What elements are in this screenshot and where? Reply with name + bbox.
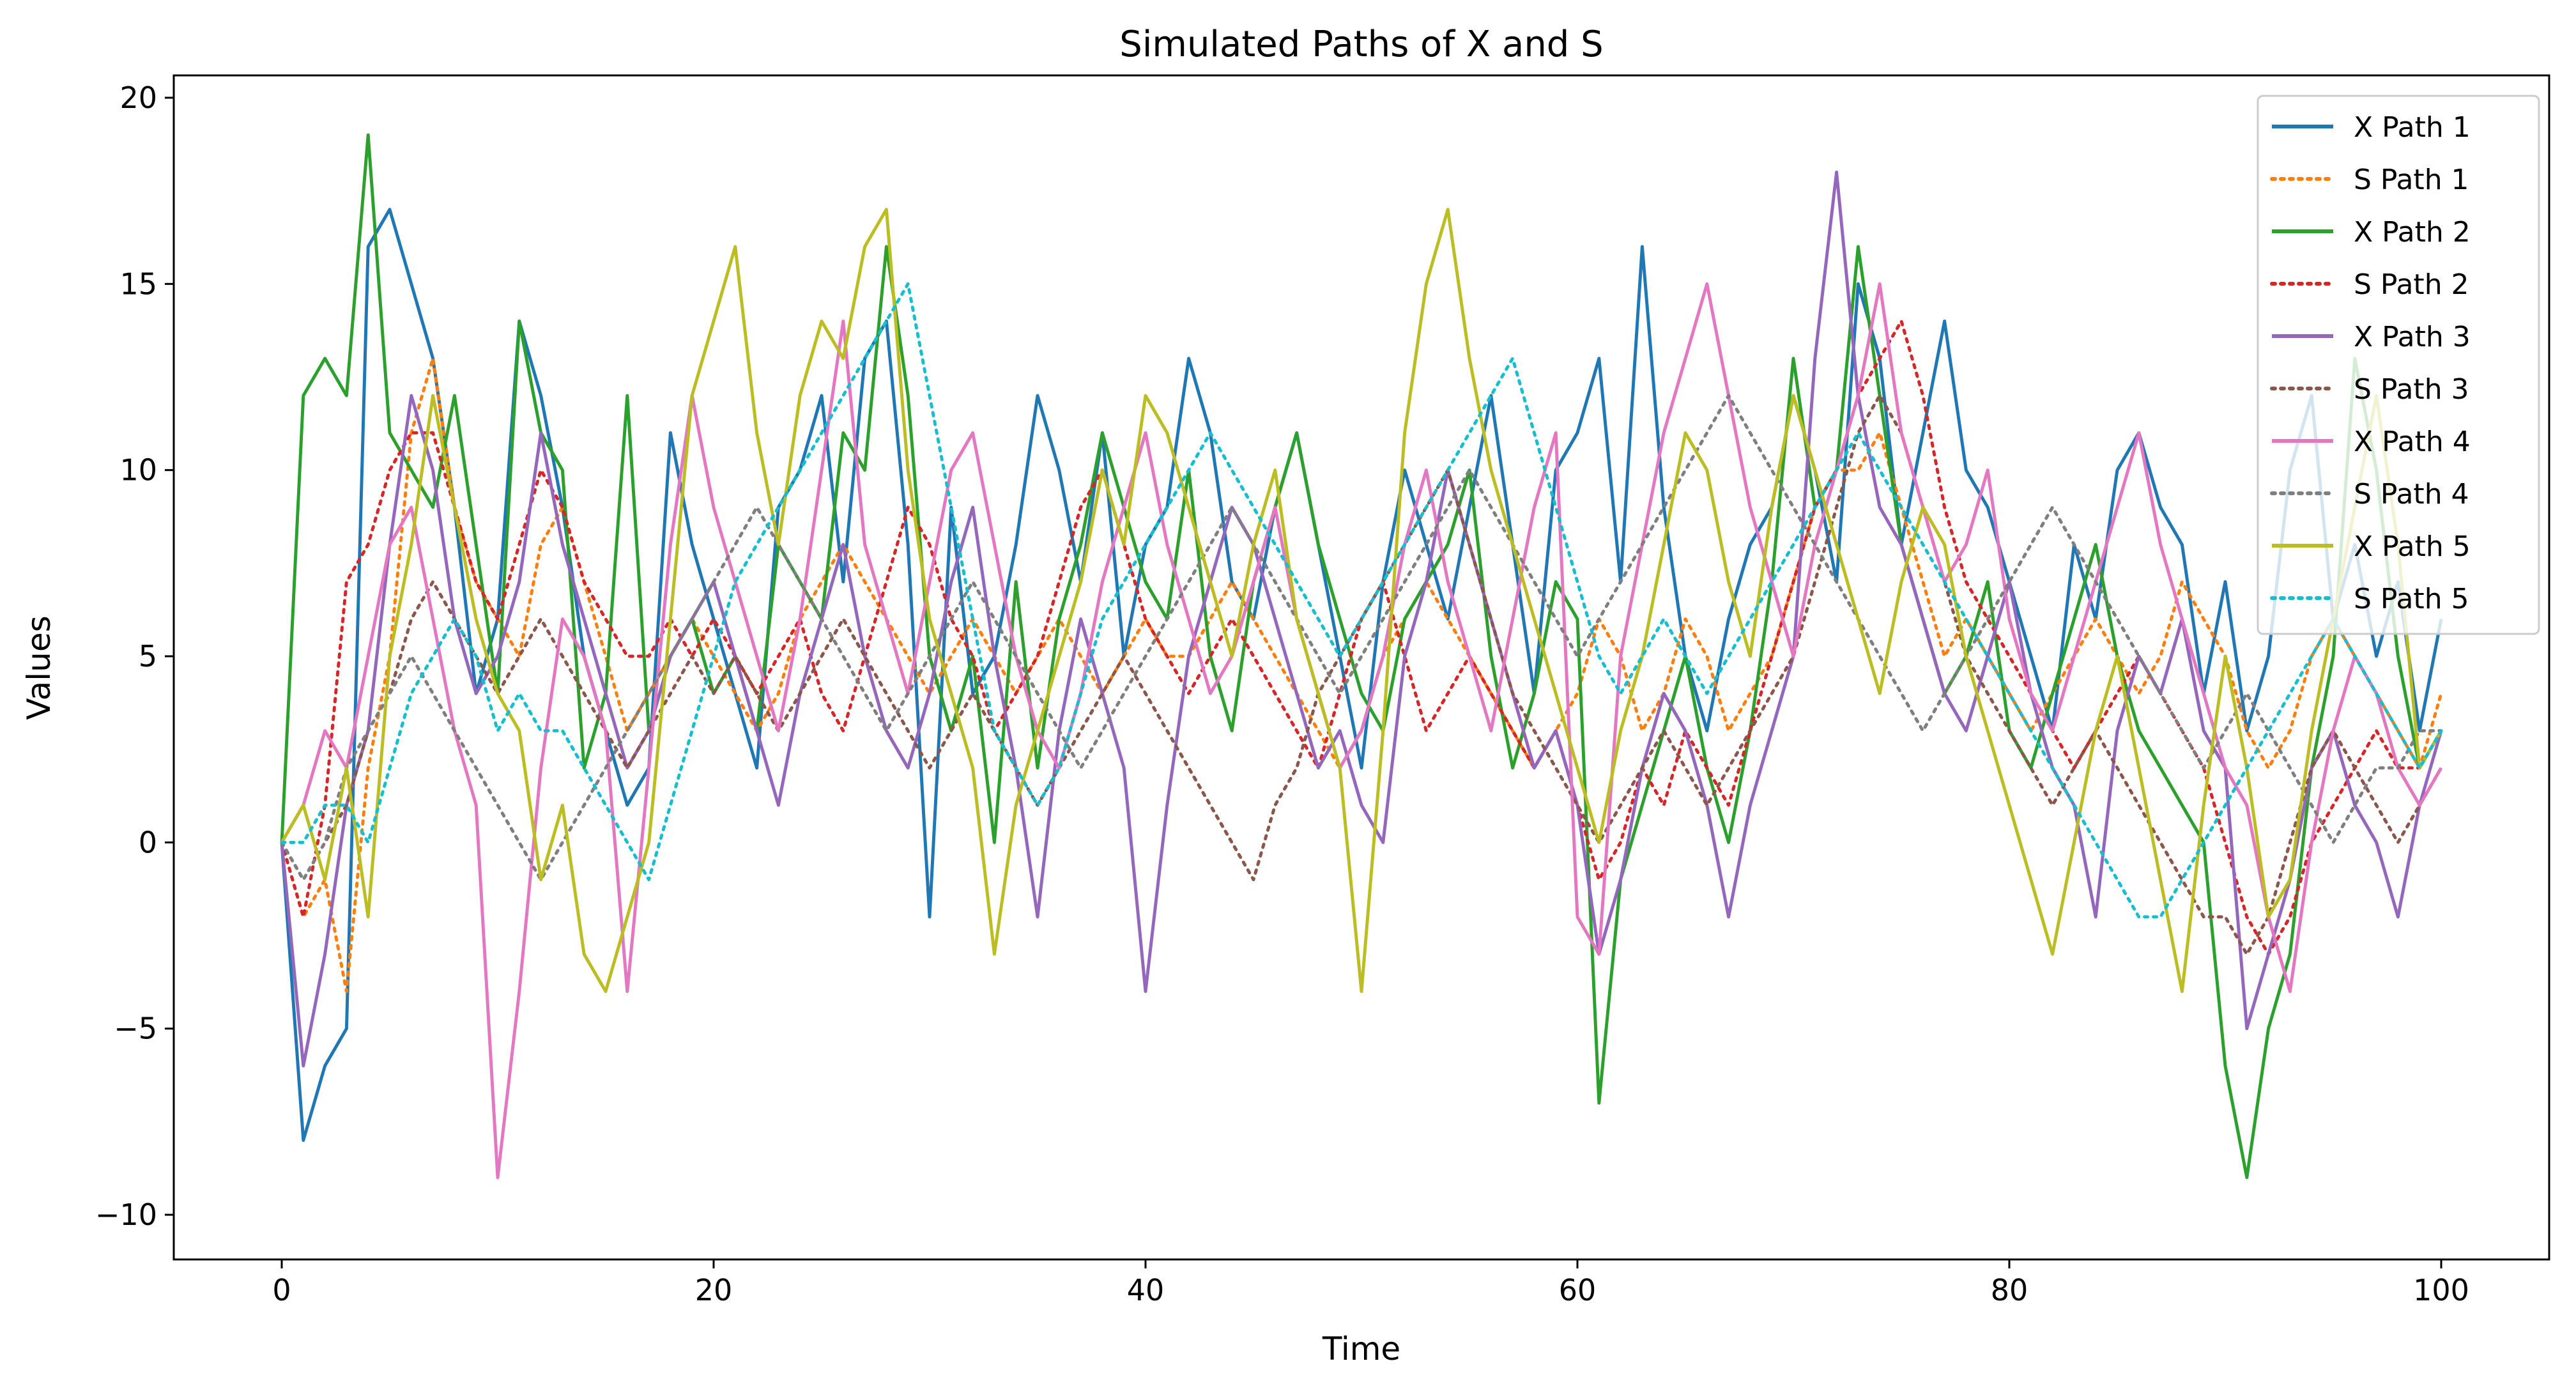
legend-entry: S Path 5 [2354, 583, 2469, 615]
legend-entry: S Path 4 [2354, 478, 2469, 511]
series-line-x-path-2 [280, 133, 2443, 1180]
legend-entry: X Path 5 [2354, 530, 2471, 563]
chart-title: Simulated Paths of X and S [1119, 24, 1603, 65]
y-tick-label: 0 [139, 825, 157, 859]
y-tick-label: 5 [139, 639, 157, 673]
plot-frame [172, 74, 2550, 1261]
y-tick-label: 20 [119, 81, 157, 115]
series-layer [280, 133, 2443, 1180]
x-tick-label: 20 [695, 1273, 733, 1307]
y-axis-label: Values [20, 615, 57, 720]
legend-entry: S Path 2 [2354, 268, 2469, 301]
series-line-x-path-5 [280, 208, 2443, 993]
series-line-x-path-1 [280, 208, 2443, 1142]
legend-entry: S Path 1 [2354, 164, 2469, 196]
x-tick-label: 60 [1559, 1273, 1597, 1307]
series-line-x-path-4 [280, 282, 2443, 1180]
series-line-s-path-3 [280, 394, 2443, 956]
legend-entry: S Path 3 [2354, 373, 2469, 406]
legend-entry: X Path 4 [2354, 426, 2471, 458]
x-tick-label: 40 [1127, 1273, 1165, 1307]
x-axis: 0 20 40 60 80 100 [272, 1259, 2469, 1307]
x-tick-label: 80 [1991, 1273, 2028, 1307]
plot-area [280, 133, 2443, 1180]
x-tick-label: 0 [272, 1273, 291, 1307]
legend-entry: X Path 1 [2354, 111, 2471, 144]
y-axis: −10 −5 0 5 10 15 20 [95, 81, 174, 1232]
y-tick-label: 10 [119, 453, 157, 488]
y-tick-label: −10 [95, 1197, 157, 1232]
y-tick-label: 15 [119, 266, 157, 301]
y-tick-label: −5 [114, 1012, 157, 1046]
legend-entry: X Path 2 [2354, 216, 2471, 249]
legend-entry: X Path 3 [2354, 321, 2471, 353]
series-line-s-path-4 [280, 394, 2443, 882]
legend: X Path 1 S Path 1 X Path 2 S Path 2 X Path 3… [2257, 95, 2540, 635]
x-axis-label: Time [1322, 1330, 1400, 1367]
x-tick-label: 100 [2413, 1273, 2469, 1307]
